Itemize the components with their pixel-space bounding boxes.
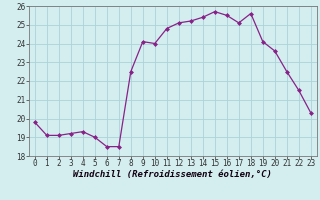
X-axis label: Windchill (Refroidissement éolien,°C): Windchill (Refroidissement éolien,°C) [73,170,272,179]
